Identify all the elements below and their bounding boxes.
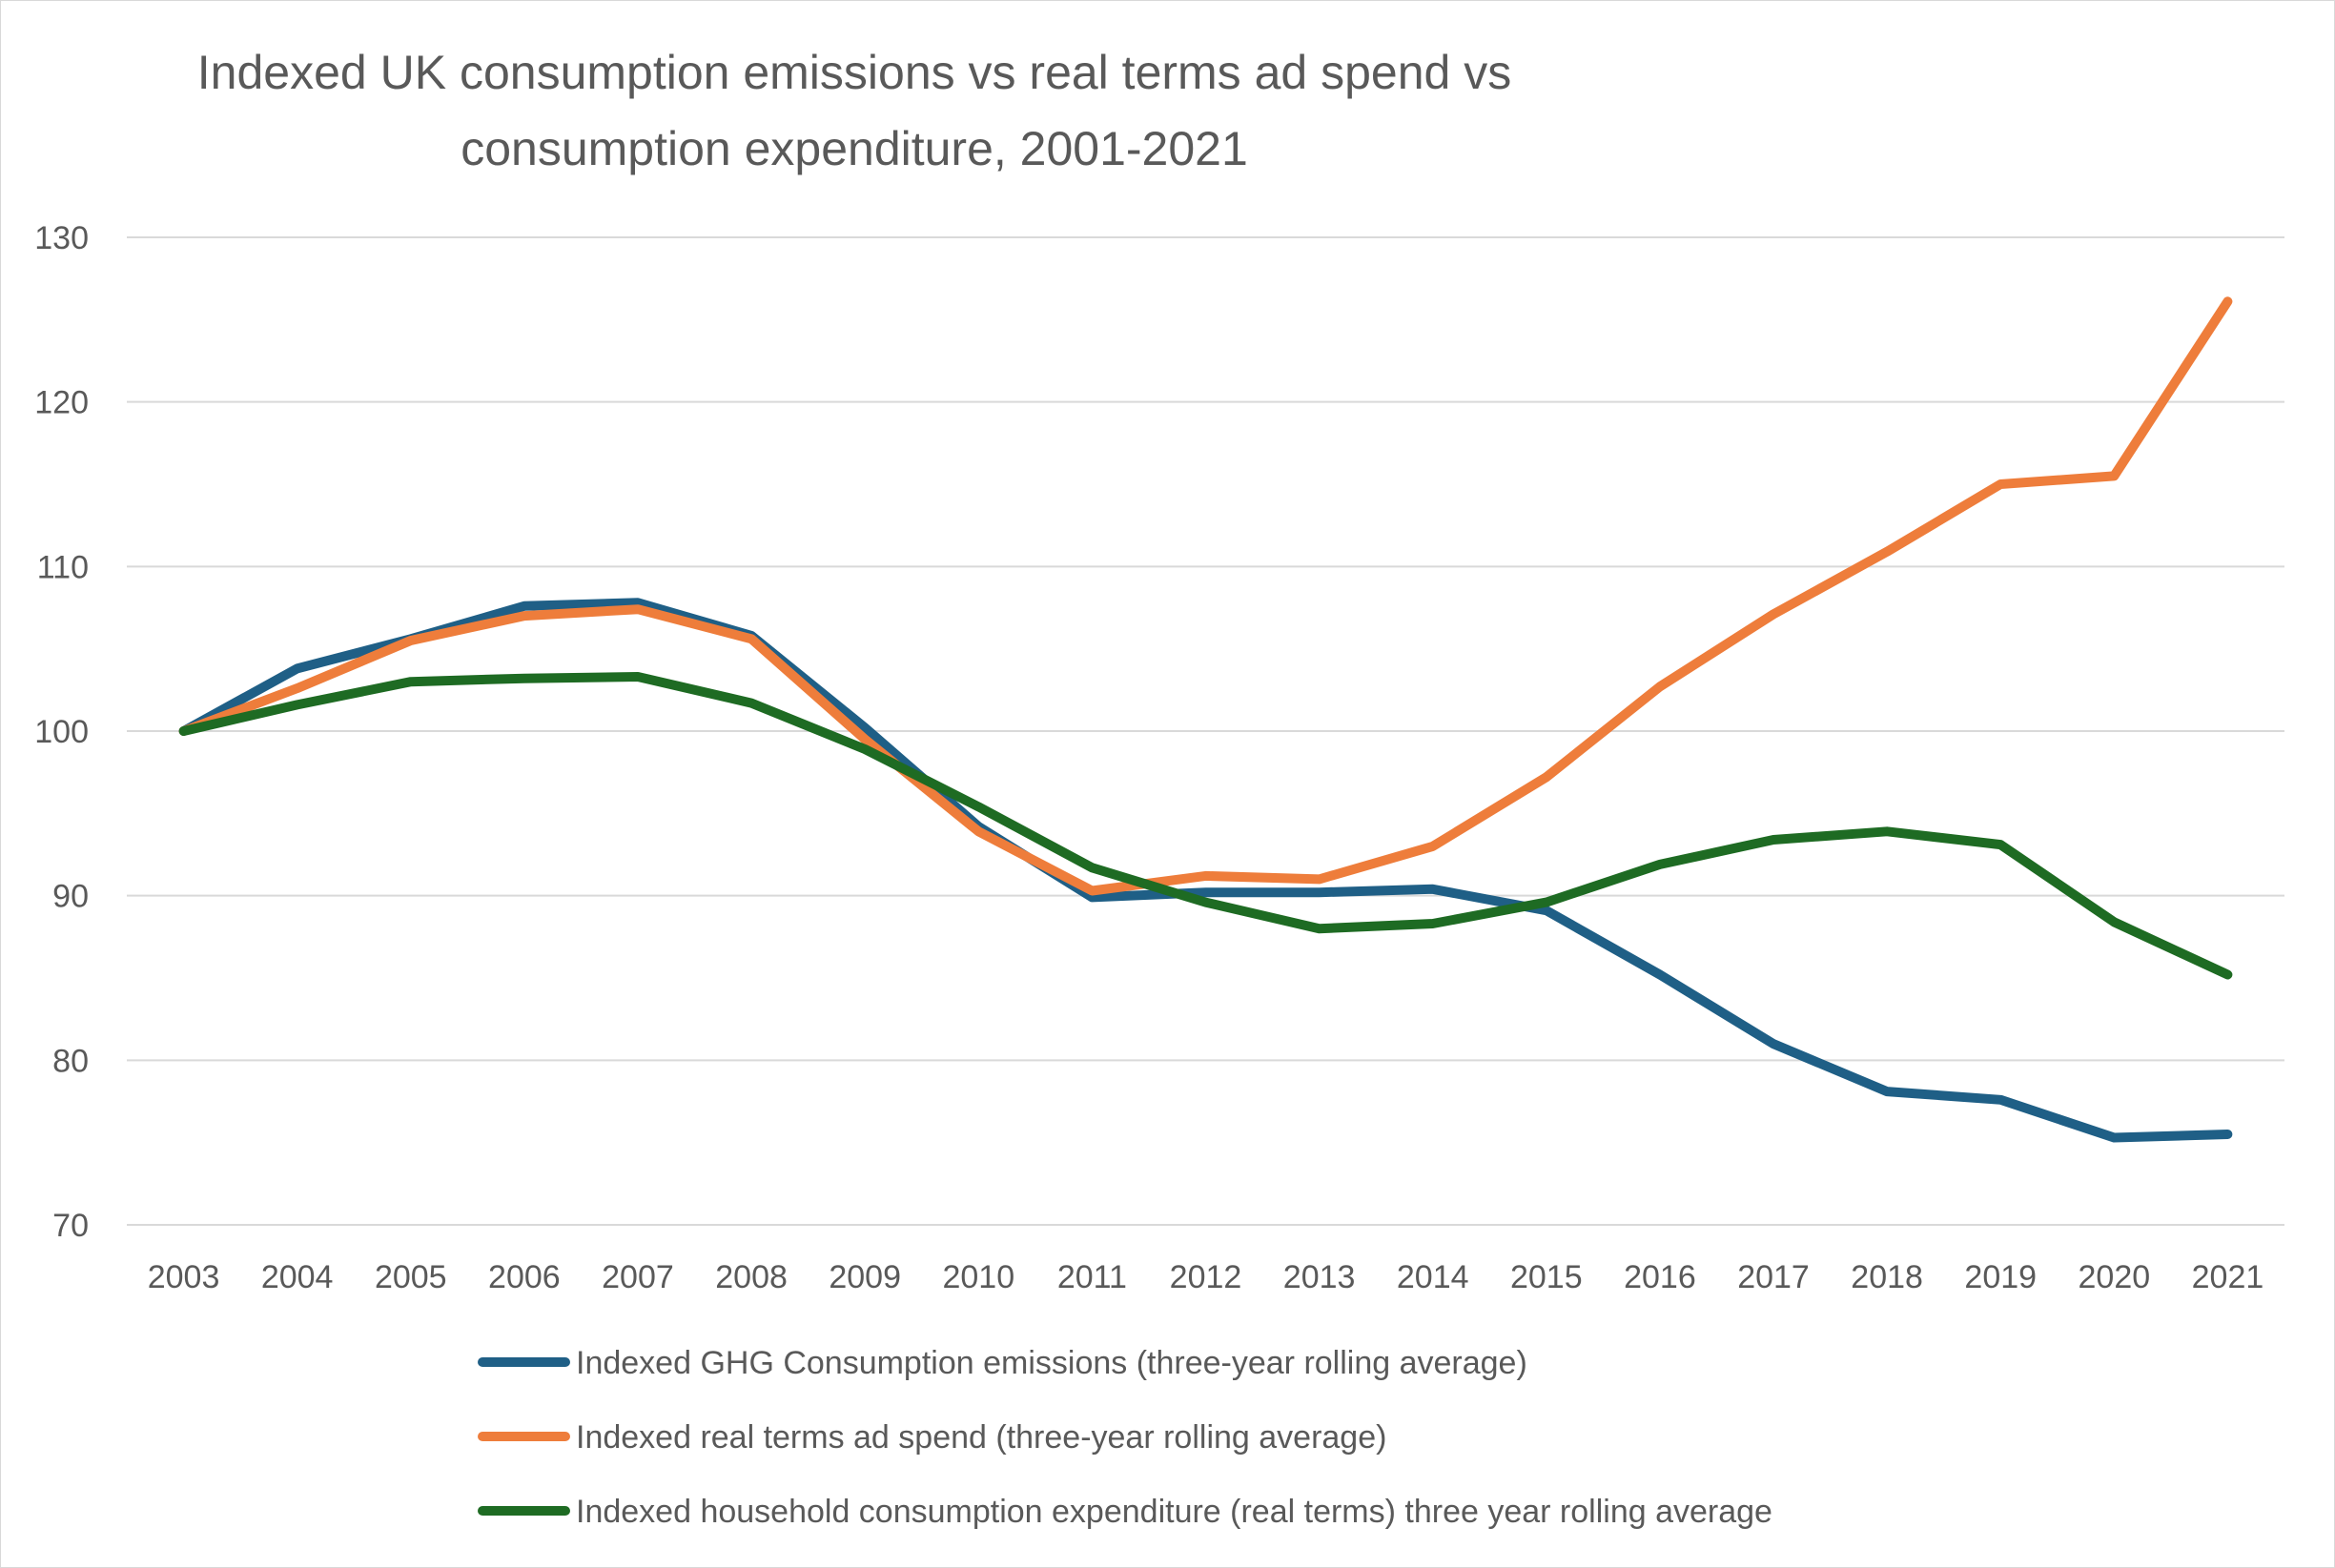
- y-axis-tick-labels: 70 80 90 100 110 120 130: [34, 220, 89, 1244]
- chart-title-line-2: consumption expenditure, 2001-2021: [461, 122, 1248, 175]
- x-tick-label: 2011: [1057, 1259, 1127, 1295]
- y-tick-label: 100: [34, 714, 89, 750]
- series-line-1: [178, 598, 2233, 1143]
- x-tick-label: 2019: [1964, 1259, 2037, 1295]
- x-tick-label: 2006: [488, 1259, 561, 1295]
- y-tick-label: 120: [34, 385, 89, 421]
- x-tick-label: 2005: [375, 1259, 447, 1295]
- x-tick-label: 2012: [1170, 1259, 1242, 1295]
- x-tick-label: 2021: [2192, 1259, 2264, 1295]
- y-tick-label: 110: [37, 549, 89, 585]
- y-tick-label: 130: [34, 220, 89, 256]
- x-tick-label: 2008: [715, 1259, 788, 1295]
- y-tick-label: 90: [52, 879, 89, 915]
- legend-label-2: Indexed real terms ad spend (three-year …: [576, 1419, 1386, 1456]
- chart-title: Indexed UK consumption emissions vs real…: [197, 46, 1511, 175]
- x-tick-label: 2017: [1737, 1259, 1810, 1295]
- x-tick-label: 2018: [1851, 1259, 1923, 1295]
- legend: Indexed GHG Consumption emissions (three…: [478, 1345, 1772, 1530]
- x-tick-label: 2004: [261, 1259, 334, 1295]
- x-tick-label: 2014: [1397, 1259, 1469, 1295]
- legend-label-3: Indexed household consumption expenditur…: [576, 1494, 1772, 1530]
- x-tick-label: 2003: [148, 1259, 220, 1295]
- x-tick-label: 2007: [602, 1259, 674, 1295]
- x-axis-tick-labels: 2003 2004 2005 2006 2007 2008 2009 2010 2011 2012…: [148, 1259, 2264, 1295]
- data-series: [178, 296, 2233, 1143]
- series-line-3: [178, 672, 2233, 980]
- x-tick-label: 2015: [1510, 1259, 1583, 1295]
- x-tick-label: 2016: [1624, 1259, 1696, 1295]
- x-tick-label: 2010: [942, 1259, 1014, 1295]
- x-tick-label: 2020: [2079, 1259, 2151, 1295]
- legend-label-1: Indexed GHG Consumption emissions (three…: [576, 1345, 1527, 1381]
- x-tick-label: 2009: [829, 1259, 901, 1295]
- x-tick-label: 2013: [1283, 1259, 1356, 1295]
- chart-title-line-1: Indexed UK consumption emissions vs real…: [197, 46, 1511, 99]
- y-tick-label: 70: [52, 1208, 89, 1244]
- series-line-2: [178, 296, 2233, 896]
- y-tick-label: 80: [52, 1043, 89, 1079]
- gridlines: [127, 236, 2284, 1226]
